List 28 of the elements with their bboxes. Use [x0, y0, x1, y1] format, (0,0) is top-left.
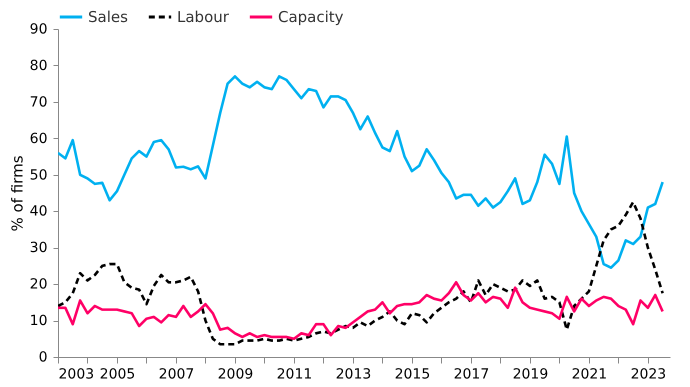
y-tick-label: 70: [30, 94, 48, 110]
legend-label: Sales: [88, 8, 128, 26]
legend-label: Labour: [177, 8, 230, 26]
x-tick-label: 2007: [158, 366, 194, 382]
line-series: [58, 200, 664, 346]
x-tick-label: 2013: [336, 366, 372, 382]
y-tick-label: 10: [30, 313, 48, 330]
x-tick-label: 2019: [512, 366, 548, 382]
y-tick-label: 60: [30, 130, 48, 147]
x-tick-label: 2021: [572, 366, 608, 382]
x-tick-label: 2003: [58, 366, 94, 382]
y-tick-label: 40: [30, 204, 48, 220]
x-tick-label: 2015: [394, 366, 430, 382]
x-tick-label: 2017: [454, 366, 490, 382]
legend-label: Capacity: [278, 8, 344, 26]
line-series: [58, 280, 664, 340]
x-tick-label: 2005: [100, 366, 136, 382]
x-tick-label: 2023: [630, 366, 666, 382]
line-series: [58, 75, 664, 270]
y-tick-label: 0: [38, 350, 48, 366]
y-tick-label: 50: [30, 167, 48, 184]
y-tick-label: 20: [30, 276, 48, 293]
y-tick-label: 30: [30, 240, 48, 256]
y-tick-label: 90: [30, 22, 48, 38]
x-tick-label: 2009: [218, 366, 254, 382]
x-tick-label: 2011: [276, 366, 312, 382]
y-tick-label: 80: [30, 58, 48, 74]
y-axis-title: % of firms: [8, 155, 27, 232]
